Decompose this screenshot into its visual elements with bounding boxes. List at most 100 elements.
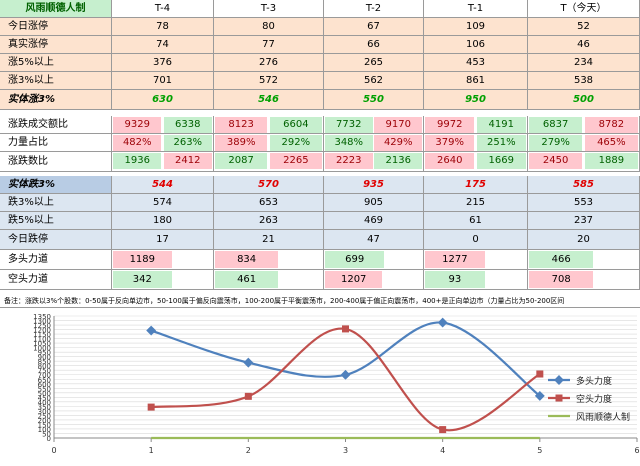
- long-marker: [534, 390, 545, 401]
- table-row: 力量占比 482% 263% 389% 292% 348% 429% 379% 251% 279%…: [0, 134, 640, 152]
- pair-right: 9170: [374, 117, 422, 133]
- table-cell: 538: [528, 72, 640, 90]
- table-cell: 0: [424, 230, 528, 250]
- long-marker: [146, 325, 157, 336]
- y-tick-label: 800: [38, 363, 51, 371]
- table-row: 多头力道 1189 834 699 1277 466: [0, 250, 640, 270]
- table-cell: 263: [214, 212, 324, 230]
- power-bar: 1277: [425, 251, 485, 268]
- table-cell: 653: [214, 194, 324, 212]
- y-tick-label: 1300: [33, 318, 51, 326]
- header-row: 风雨顺德人制 T-4 T-3 T-2 T-1 T（今天）: [0, 0, 640, 18]
- pair-left: 7732: [325, 117, 373, 133]
- table-cell: 61: [424, 212, 528, 230]
- row-label: 涨5%以上: [0, 54, 112, 72]
- pair-cell: 8123 6604: [214, 116, 324, 134]
- pair-cell: 348% 429%: [324, 134, 424, 152]
- line-chart: 0501001502002503003504004505005506006507…: [33, 313, 639, 455]
- table-cell: 574: [112, 194, 214, 212]
- pair-right: 263%: [163, 135, 212, 151]
- long-marker: [437, 317, 448, 328]
- pair-right: 429%: [374, 135, 422, 151]
- long-marker: [243, 357, 254, 368]
- pair-cell: 1936 2412: [112, 152, 214, 172]
- row-label: 涨跌数比: [0, 152, 112, 172]
- table-cell: 342: [112, 270, 214, 290]
- y-tick-label: 950: [38, 349, 51, 357]
- column-header: T（今天）: [528, 0, 640, 18]
- table-cell: 276: [214, 54, 324, 72]
- x-tick-label: 1: [149, 446, 154, 455]
- row-label: 多头力道: [0, 250, 112, 270]
- table-cell: 572: [214, 72, 324, 90]
- table-cell: 17: [112, 230, 214, 250]
- table-cell: 544: [112, 176, 214, 194]
- table-cell: 453: [424, 54, 528, 72]
- x-tick-label: 2: [246, 446, 251, 455]
- table-cell: 265: [324, 54, 424, 72]
- x-tick-label: 0: [51, 446, 56, 455]
- x-tick-label: 3: [343, 446, 348, 455]
- table-cell: 553: [528, 194, 640, 212]
- pair-left: 1936: [113, 153, 162, 169]
- table-cell: 500: [528, 90, 640, 110]
- power-bar: 93: [425, 271, 485, 288]
- pair-left: 9329: [113, 117, 162, 133]
- pair-cell: 2087 2265: [214, 152, 324, 172]
- pair-left: 8123: [215, 117, 268, 133]
- legend-marker: [554, 375, 564, 385]
- table-cell: 935: [324, 176, 424, 194]
- table-cell: 861: [424, 72, 528, 90]
- table-cell: 701: [112, 72, 214, 90]
- table-cell: 461: [214, 270, 324, 290]
- x-tick-label: 6: [634, 446, 639, 455]
- column-header: T-4: [112, 0, 214, 18]
- table-cell: 78: [112, 18, 214, 36]
- y-tick-label: 450: [38, 394, 51, 402]
- table-cell: 74: [112, 36, 214, 54]
- table-cell: 21: [214, 230, 324, 250]
- note-text: 备注：涨跌以3%个股数：0-50属于反向单边市，50-100属于偏反向震荡市，1…: [0, 294, 640, 308]
- pair-right: 1889: [584, 153, 638, 169]
- table-row: 涨5%以上 376 276 265 453 234: [0, 54, 640, 72]
- table-cell: 52: [528, 18, 640, 36]
- row-label: 跌3%以上: [0, 194, 112, 212]
- table-row: 涨跌数比 1936 2412 2087 2265 2223 2136 2640 1669 2450…: [0, 152, 640, 172]
- row-label: 跌5%以上: [0, 212, 112, 230]
- y-tick-label: 300: [38, 408, 51, 416]
- pair-right: 1669: [476, 153, 526, 169]
- table-cell: 834: [214, 250, 324, 270]
- y-tick-label: 0: [47, 435, 51, 443]
- power-bar: 708: [529, 271, 594, 288]
- power-bar: 1189: [113, 251, 172, 268]
- table-row: 实体涨3% 630 546 550 950 500: [0, 90, 640, 110]
- y-tick-label: 1350: [33, 313, 51, 321]
- table-cell: 708: [528, 270, 640, 290]
- y-tick-label: 600: [38, 381, 51, 389]
- column-header: T-1: [424, 0, 528, 18]
- table-cell: 469: [324, 212, 424, 230]
- table-cell: 93: [424, 270, 528, 290]
- y-tick-label: 850: [38, 358, 51, 366]
- data-table: 风雨顺德人制 T-4 T-3 T-2 T-1 T（今天） 今日涨停 78 80 67 109 52 真实…: [0, 0, 640, 290]
- table-cell: 905: [324, 194, 424, 212]
- y-tick-label: 350: [38, 403, 51, 411]
- power-bar: 1207: [325, 271, 383, 288]
- y-tick-label: 200: [38, 417, 51, 425]
- table-cell: 950: [424, 90, 528, 110]
- table-cell: 699: [324, 250, 424, 270]
- pair-left: 2087: [215, 153, 268, 169]
- pair-left: 2450: [529, 153, 583, 169]
- row-label: 力量占比: [0, 134, 112, 152]
- pair-cell: 2450 1889: [528, 152, 640, 172]
- table-row: 跌3%以上 574 653 905 215 553: [0, 194, 640, 212]
- short-marker: [244, 392, 252, 400]
- power-bar: 342: [113, 271, 172, 288]
- legend-label: 风雨顺德人制: [576, 411, 630, 423]
- table-cell: 106: [424, 36, 528, 54]
- table-row: 今日涨停 78 80 67 109 52: [0, 18, 640, 36]
- table-cell: 630: [112, 90, 214, 110]
- pair-right: 8782: [584, 117, 638, 133]
- table-cell: 47: [324, 230, 424, 250]
- series-line: [150, 321, 541, 397]
